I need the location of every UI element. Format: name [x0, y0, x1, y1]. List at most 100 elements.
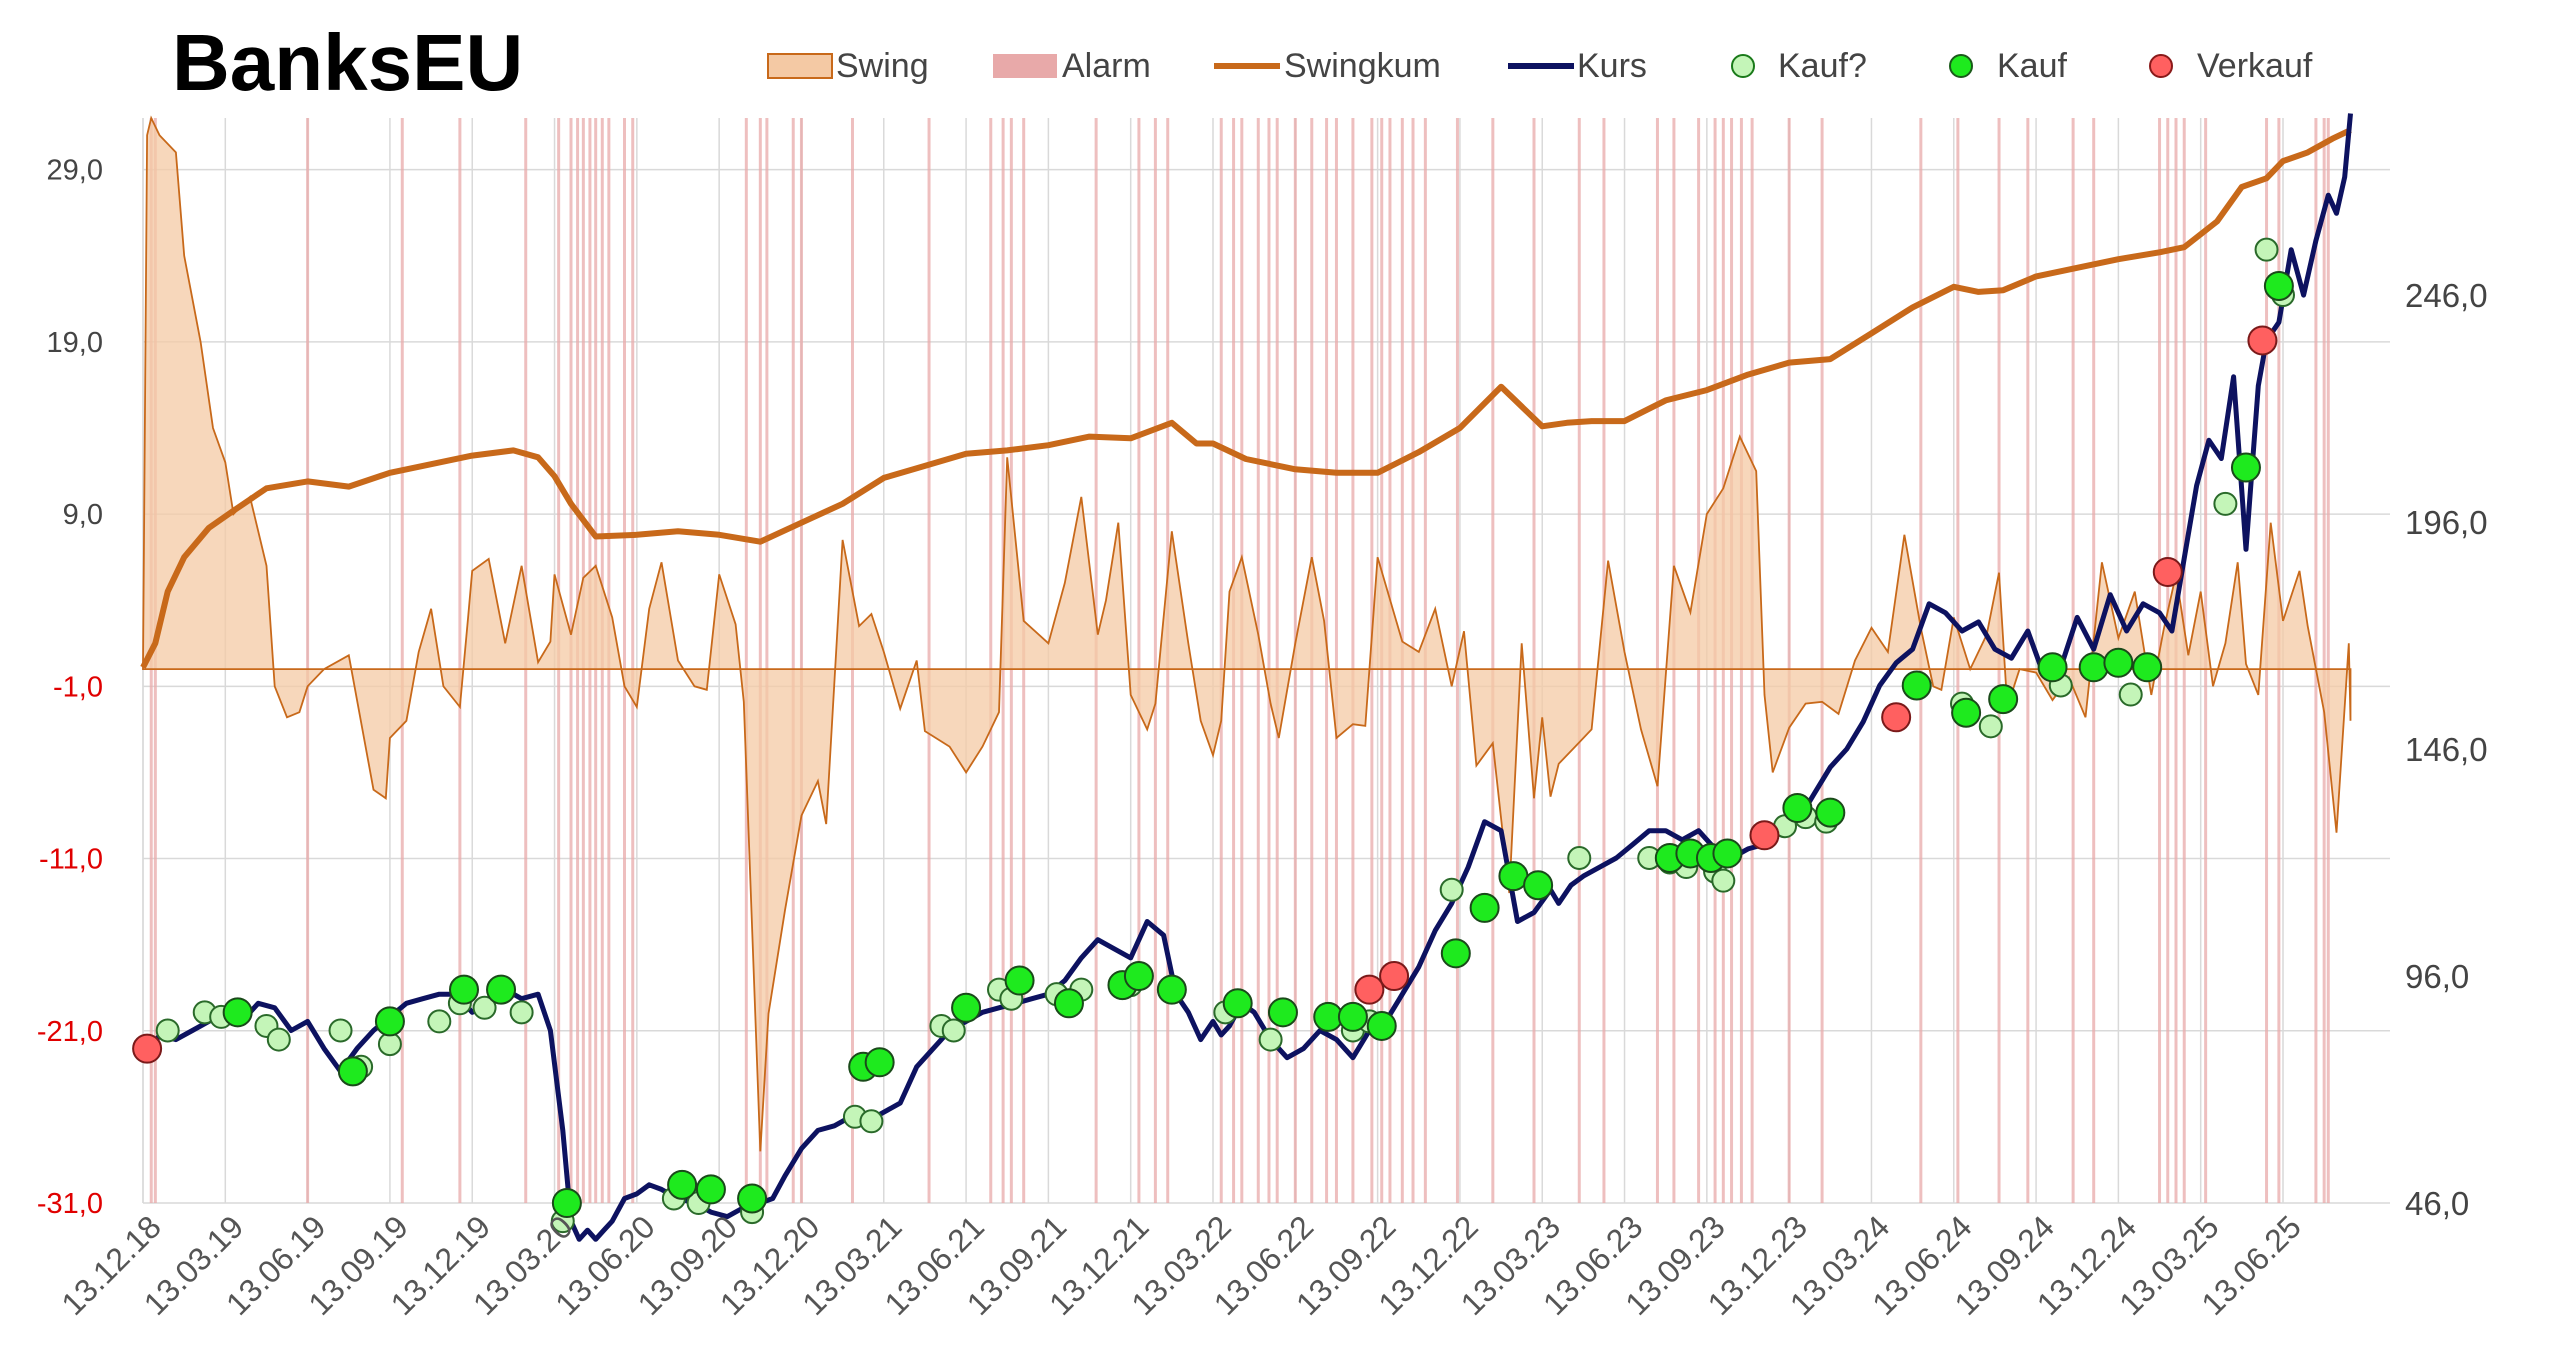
alarm-bar — [1137, 118, 1141, 1203]
alarm-bar — [2326, 118, 2330, 1203]
kaufq-marker — [509, 1000, 534, 1025]
swingkum-line — [140, 127, 2352, 669]
y-left-tick-label: 29,0 — [47, 155, 103, 187]
kauf-marker — [1366, 1010, 1397, 1041]
legend-kaufq-label: Kauf? — [1778, 47, 1867, 85]
legend-swing-swatch — [767, 53, 833, 79]
kauf-marker — [1951, 697, 1982, 728]
alarm-bar — [306, 118, 310, 1203]
verkauf-marker — [1749, 820, 1780, 851]
y-left-tick-label: -31,0 — [37, 1188, 103, 1220]
kaufq-marker — [1258, 1027, 1283, 1052]
marker-series — [132, 237, 2295, 1234]
kauf-marker — [2132, 652, 2163, 683]
kauf-marker — [551, 1188, 582, 1218]
y-left-tick-label: -11,0 — [39, 844, 103, 876]
kaufq-marker — [427, 1009, 452, 1034]
alarm-bar — [1219, 118, 1223, 1203]
kauf-marker — [1123, 961, 1154, 992]
y-right-tick-label: 96,0 — [2405, 958, 2469, 995]
verkauf-marker — [1379, 961, 1410, 992]
verkauf-marker — [1881, 702, 1912, 733]
legend-swing-label: Swing — [836, 47, 929, 85]
kauf-marker — [449, 974, 479, 1005]
kaufq-marker — [1439, 877, 1464, 902]
y-right-tick-label: 196,0 — [2405, 504, 2488, 541]
alarm-bar — [1275, 118, 1279, 1203]
kauf-marker — [1267, 997, 1298, 1028]
kauf-marker — [1901, 670, 1932, 701]
kauf-marker — [1712, 838, 1743, 869]
alarm-bar — [791, 118, 795, 1203]
kaufq-marker — [941, 1018, 966, 1043]
kauf-marker — [2103, 647, 2134, 678]
legend-alarm-label: Alarm — [1062, 47, 1151, 85]
kauf-marker — [1004, 965, 1035, 996]
alarm-bar — [989, 118, 993, 1203]
verkauf-marker — [132, 1033, 163, 1064]
alarm-bar — [1351, 118, 1355, 1203]
kauf-marker — [1440, 938, 1471, 969]
y-right-tick-label: 146,0 — [2405, 731, 2488, 768]
legend: Swing Alarm Swingkum Kurs Kauf? Kauf Ver… — [767, 47, 2313, 85]
y-left-tick-label: 19,0 — [47, 327, 103, 359]
kaufq-marker — [1978, 714, 2003, 739]
kauf-marker — [337, 1056, 368, 1087]
kauf-marker — [1523, 870, 1554, 901]
kaufq-marker — [266, 1027, 291, 1052]
chart-title: BanksEU — [172, 18, 523, 107]
legend-kaufq-marker — [1731, 54, 1755, 78]
alarm-bar — [2314, 118, 2318, 1203]
kauf-marker — [1053, 988, 1084, 1019]
kaufq-marker — [1567, 845, 1592, 870]
swing-area — [142, 115, 2352, 1152]
legend-kauf-marker — [1949, 54, 1973, 78]
kauf-marker — [2263, 270, 2294, 301]
kauf-marker — [1782, 793, 1813, 824]
alarm-bar — [1787, 118, 1791, 1203]
alarm-bar — [758, 118, 762, 1203]
kaufq-marker — [155, 1018, 180, 1043]
kauf-marker — [864, 1047, 895, 1078]
verkauf-marker — [2152, 556, 2183, 587]
legend-kauf-label: Kauf — [1997, 47, 2067, 85]
legend-kurs-label: Kurs — [1577, 47, 1647, 85]
alarm-bar — [2071, 118, 2075, 1203]
kauf-marker — [737, 1183, 768, 1214]
kauf-marker — [951, 992, 982, 1023]
legend-verkauf-label: Verkauf — [2197, 47, 2313, 85]
y-right-tick-label: 46,0 — [2405, 1185, 2469, 1222]
kauf-marker — [374, 1006, 405, 1037]
kauf-marker — [2078, 652, 2109, 683]
legend-swingkum-label: Swingkum — [1284, 47, 1441, 85]
swingkum-series — [140, 127, 2352, 669]
alarm-bar — [744, 118, 748, 1203]
alarm-bar — [927, 118, 931, 1203]
alarm-bar — [1153, 118, 1157, 1203]
verkauf-marker — [1354, 974, 1385, 1005]
y-right-tick-label: 246,0 — [2405, 277, 2488, 314]
kauf-marker — [1988, 684, 2019, 715]
alarm-bar — [623, 118, 626, 1203]
kaufq-marker — [2118, 682, 2143, 707]
y-left-tick-label: 9,0 — [63, 499, 103, 531]
alarm-bar — [1532, 118, 1536, 1203]
alarm-bar — [458, 118, 462, 1203]
verkauf-marker — [2247, 325, 2278, 356]
alarm-bar — [1491, 118, 1495, 1203]
alarm-bar — [1820, 118, 1824, 1203]
kauf-marker — [1469, 892, 1500, 923]
alarm-bar — [400, 118, 404, 1203]
kauf-marker — [1337, 1001, 1368, 1032]
kauf-marker — [2037, 652, 2068, 683]
kauf-marker — [695, 1174, 726, 1205]
alarm-bar — [1267, 118, 1271, 1203]
kauf-marker — [1156, 974, 1187, 1005]
kaufq-marker — [859, 1109, 884, 1134]
y-left-tick-label: -1,0 — [53, 671, 103, 703]
y-left-tick-label: -21,0 — [37, 1016, 103, 1048]
alarm-bar — [2322, 118, 2326, 1203]
alarm-bar — [631, 118, 635, 1203]
alarm-bar — [2026, 118, 2030, 1203]
